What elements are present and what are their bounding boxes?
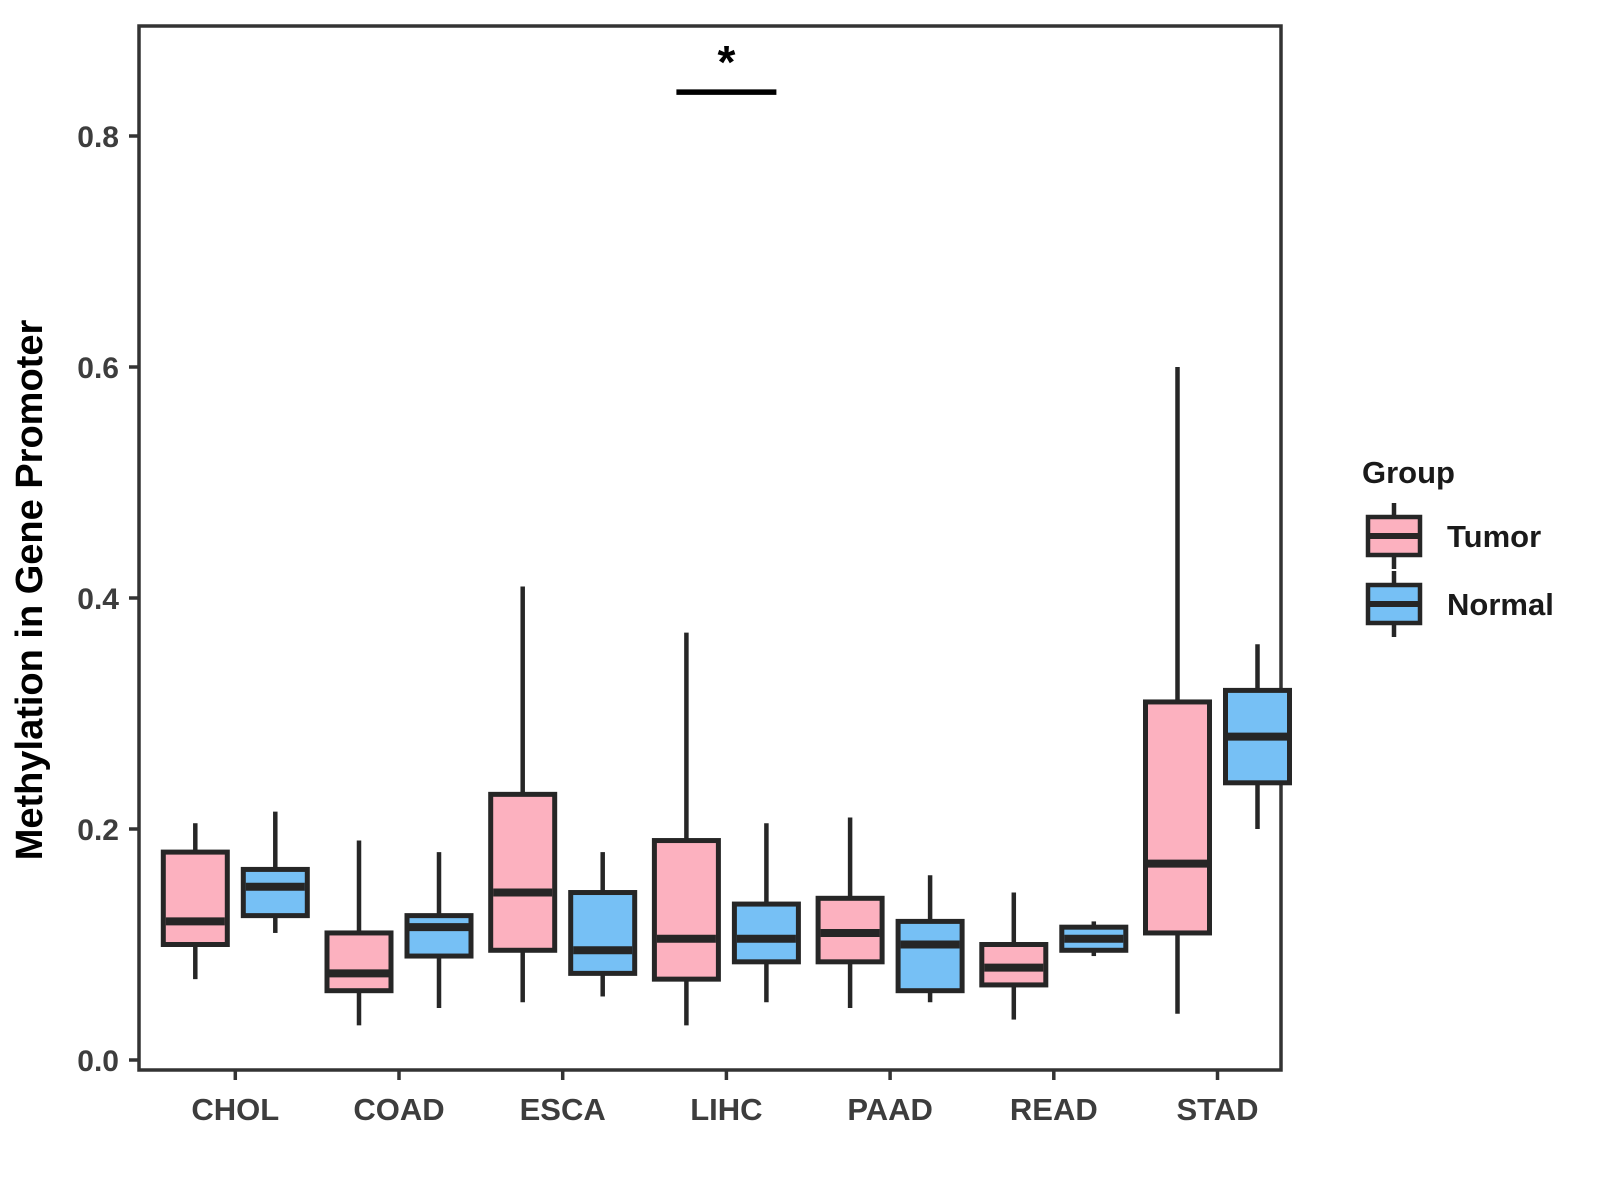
y-tick-label: 0.0 bbox=[77, 1045, 119, 1078]
box-normal-lihc bbox=[731, 901, 801, 965]
x-tick-label-chol: CHOL bbox=[191, 1092, 279, 1127]
box-normal-paad bbox=[895, 918, 965, 994]
x-tick-label-read: READ bbox=[1010, 1092, 1098, 1127]
y-tick-label: 0.2 bbox=[77, 814, 119, 847]
x-tick-label-paad: PAAD bbox=[847, 1092, 933, 1127]
box-tumor-esca bbox=[488, 791, 558, 953]
box-tumor-chol bbox=[160, 849, 230, 947]
y-axis: 0.0 0.2 0.4 0.6 0.8 bbox=[77, 121, 139, 1078]
box-tumor-lihc bbox=[651, 838, 721, 982]
box-normal-coad bbox=[404, 913, 474, 959]
box-normal-chol bbox=[240, 866, 310, 919]
legend: Group Tumor Normal bbox=[1362, 455, 1554, 637]
significance-annotation: * bbox=[676, 36, 777, 95]
x-axis: CHOL COAD ESCA LIHC PAAD READ STAD bbox=[191, 1070, 1259, 1127]
boxplot-series bbox=[160, 367, 1292, 1026]
y-tick-label: 0.4 bbox=[77, 583, 119, 616]
x-tick-label-stad: STAD bbox=[1176, 1092, 1258, 1127]
box-normal-esca bbox=[568, 890, 638, 976]
legend-label-normal: Normal bbox=[1447, 587, 1554, 622]
legend-title: Group bbox=[1362, 455, 1455, 490]
y-axis-title: Methylation in Gene Promoter bbox=[9, 320, 51, 861]
y-tick-label: 0.8 bbox=[77, 121, 119, 154]
box-tumor-stad bbox=[1143, 699, 1212, 936]
significance-star: * bbox=[717, 36, 735, 88]
x-tick-label-lihc: LIHC bbox=[690, 1092, 762, 1127]
y-tick-label: 0.6 bbox=[77, 352, 119, 385]
legend-label-tumor: Tumor bbox=[1447, 519, 1541, 554]
box-tumor-coad bbox=[324, 930, 394, 994]
x-tick-label-esca: ESCA bbox=[520, 1092, 606, 1127]
x-tick-label-coad: COAD bbox=[353, 1092, 444, 1127]
